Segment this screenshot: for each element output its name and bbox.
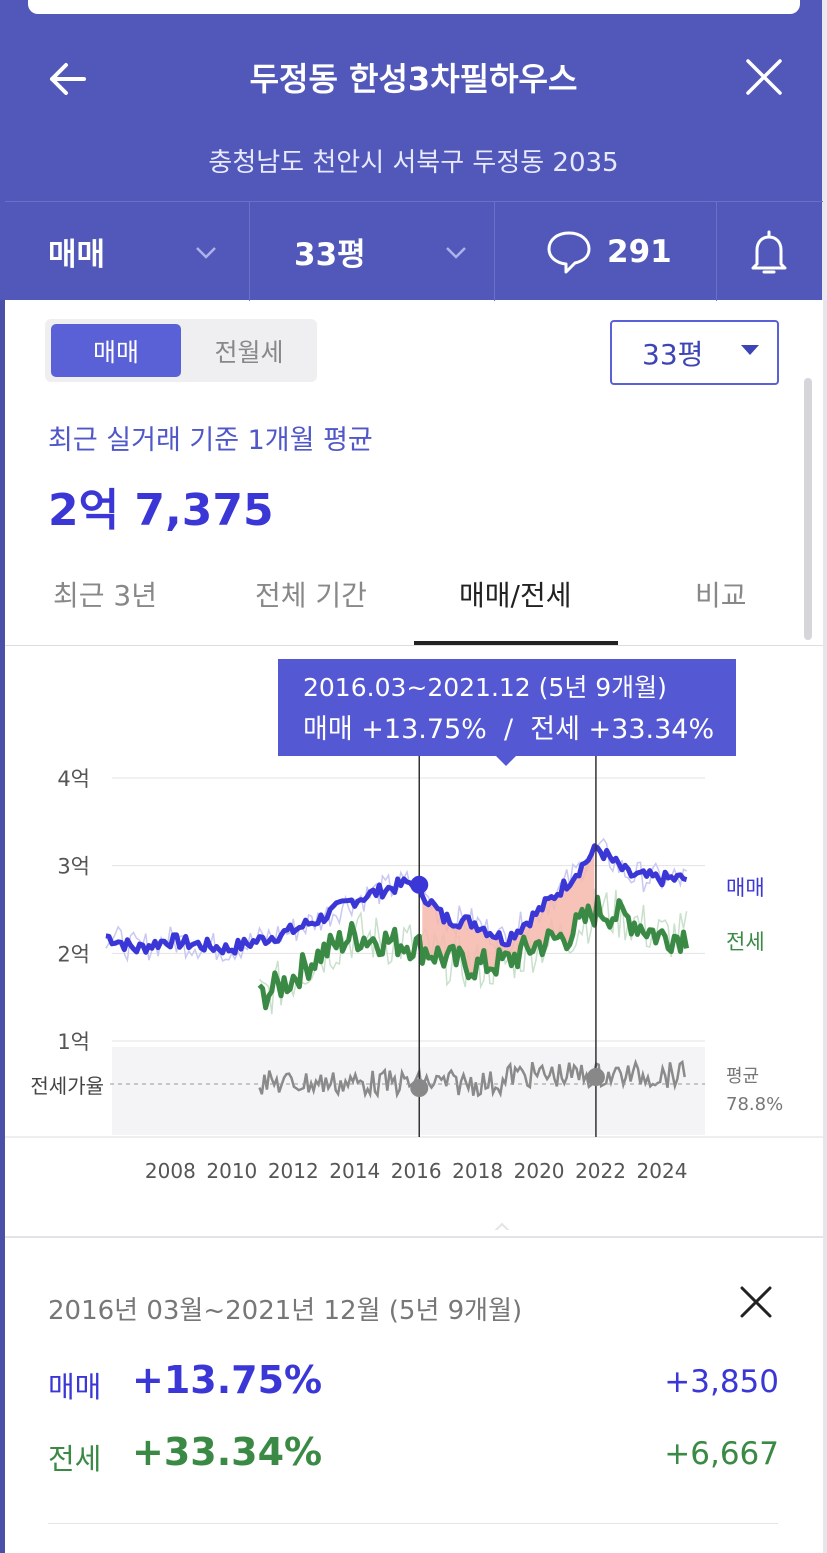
filter-row: 매매 33평 291 — [5, 201, 823, 301]
notification-button[interactable] — [717, 202, 823, 301]
speech-bubble-icon — [547, 231, 591, 273]
jeonse-line — [257, 894, 690, 1011]
y-tick-label: 4억 — [57, 767, 90, 791]
toggle-option-sale[interactable]: 매매 — [51, 324, 181, 377]
x-tick-label: 2010 — [206, 1159, 257, 1183]
ratio-average-label: 평균 — [726, 1066, 759, 1087]
x-tick-label: 2012 — [268, 1159, 319, 1183]
ratio-band — [112, 1047, 705, 1135]
jeonse-change-amount: +6,667 — [664, 1436, 779, 1472]
x-tick-label: 2024 — [637, 1159, 688, 1183]
scrollbar[interactable] — [804, 378, 812, 640]
close-icon[interactable] — [742, 55, 786, 99]
search-strip — [28, 0, 800, 14]
ratio-end-point — [586, 1068, 605, 1086]
tooltip-change: 매매 +13.75% / 전세 +33.34% — [303, 714, 715, 745]
jeonse-label: 전세 — [48, 1442, 102, 1476]
deal-type-dropdown[interactable]: 매매 — [5, 202, 250, 301]
x-tick-label: 2014 — [329, 1159, 380, 1183]
close-icon[interactable] — [738, 1284, 774, 1320]
address-text: 충청남도 천안시 서북구 두정동 2035 — [208, 148, 619, 178]
ratio-start-point — [410, 1079, 429, 1097]
y-tick-label: 2억 — [57, 942, 90, 966]
ratio-line — [258, 1058, 686, 1099]
right-edge — [822, 0, 827, 300]
tab-all-period[interactable]: 전체 기간 — [255, 579, 367, 612]
panel-notch — [494, 1222, 510, 1230]
y-tick-label: 1억 — [57, 1030, 90, 1054]
sale-line — [105, 843, 688, 956]
y-tick-label: 3억 — [57, 855, 90, 879]
x-tick-label: 2018 — [452, 1159, 503, 1183]
size-select-value: 33평 — [642, 337, 704, 371]
ratio-average-value: 78.8% — [726, 1094, 783, 1115]
chevron-down-icon — [196, 247, 216, 259]
jeonse-change-pct: +33.34% — [132, 1430, 323, 1474]
back-arrow-icon[interactable] — [44, 55, 92, 103]
dropdown-triangle-icon — [741, 345, 759, 355]
page-title: 두정동 한성3차필하우스 — [249, 60, 578, 98]
size-label: 33평 — [294, 237, 366, 273]
period-tabs: 최근 3년 전체 기간 매매/전세 비교 — [5, 560, 823, 646]
size-select[interactable]: 33평 — [610, 320, 779, 385]
section-divider — [5, 1236, 823, 1238]
detail-range: 2016년 03월~2021년 12월 (5년 9개월) — [48, 1296, 523, 1326]
legend-jeonse: 전세 — [726, 930, 765, 954]
selection-start-point — [410, 875, 429, 894]
sale-change-pct: +13.75% — [132, 1358, 323, 1402]
trade-type-toggle: 매매 전월세 — [45, 319, 317, 382]
bell-icon — [751, 230, 787, 273]
tab-compare[interactable]: 비교 — [695, 579, 747, 612]
tab-sale-jeonse[interactable]: 매매/전세 — [459, 579, 572, 612]
bottom-divider — [48, 1523, 778, 1524]
comment-count: 291 — [607, 233, 672, 270]
tooltip-range: 2016.03~2021.12 (5년 9개월) — [303, 673, 667, 702]
x-tick-label: 2022 — [575, 1159, 626, 1183]
price-chart[interactable]: 4억 3억 2억 1억 2008 2010 2012 2014 2016 2018 2020 2022… — [0, 640, 827, 1230]
x-tick-label: 2016 — [391, 1159, 442, 1183]
left-edge — [0, 0, 5, 1553]
sale-change-amount: +3,850 — [664, 1364, 779, 1400]
comments-button[interactable]: 291 — [495, 202, 717, 301]
range-tooltip: 2016.03~2021.12 (5년 9개월) 매매 +13.75% / 전세… — [278, 659, 736, 766]
right-gray-edge — [823, 300, 827, 1553]
chevron-down-icon — [446, 247, 466, 259]
ratio-label: 전세가율 — [30, 1074, 104, 1098]
tab-recent-3-years[interactable]: 최근 3년 — [53, 579, 157, 612]
header-bar — [0, 0, 827, 300]
deal-type-label: 매매 — [48, 237, 106, 273]
tooltip-pointer — [496, 756, 516, 766]
active-tab-indicator — [414, 641, 618, 645]
recent-average-label: 최근 실거래 기준 1개월 평균 — [48, 425, 373, 456]
size-dropdown[interactable]: 33평 — [250, 202, 495, 301]
average-price: 2억 7,375 — [48, 485, 274, 536]
gap-fill-area — [422, 845, 595, 978]
legend-sale: 매매 — [726, 876, 765, 900]
toggle-option-rent[interactable]: 전월세 — [214, 337, 284, 367]
x-tick-label: 2020 — [514, 1159, 565, 1183]
sale-label: 매매 — [48, 1370, 102, 1404]
x-tick-label: 2008 — [145, 1159, 196, 1183]
